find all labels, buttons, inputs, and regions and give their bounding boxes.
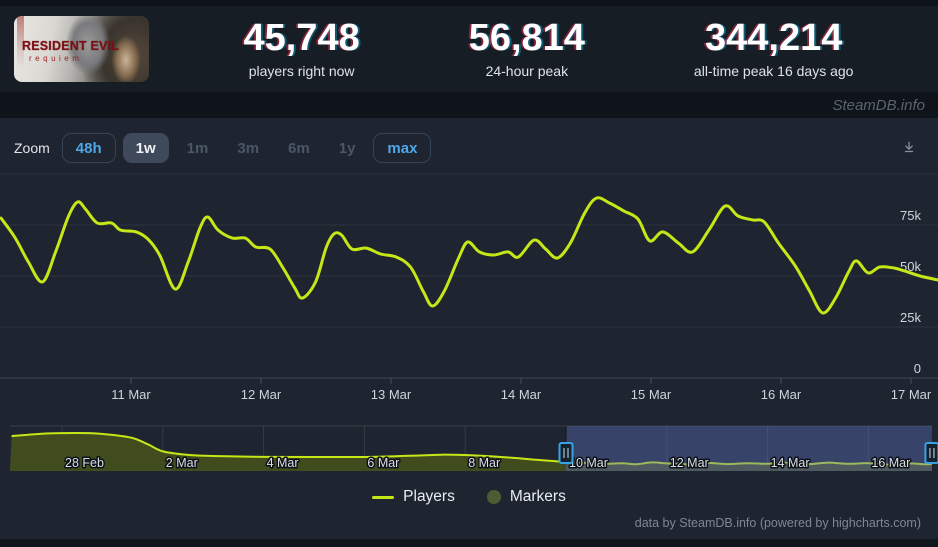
download-icon xyxy=(904,141,914,153)
x-axis-label: 17 Mar xyxy=(891,387,932,402)
x-axis-label: 11 Mar xyxy=(111,387,151,402)
navigator-area-fill xyxy=(10,433,932,471)
x-axis-label: 15 Mar xyxy=(631,387,672,402)
x-axis-label: 14 Mar xyxy=(501,387,542,402)
stat-value: 45,748 xyxy=(243,16,360,59)
players-series-line xyxy=(0,196,938,315)
x-axis-label: 12 Mar xyxy=(241,387,282,402)
chart-card: Zoom 48h 1w 1m 3m 6m 1y max 11 Mar 12 Mar… xyxy=(0,118,938,539)
navigator-handle-left[interactable] xyxy=(558,442,574,464)
stat-value: 56,814 xyxy=(468,16,585,59)
navigator-date-label: 8 Mar xyxy=(468,456,500,470)
y-axis-label: 75k xyxy=(900,208,921,223)
zoom-button-6m: 6m xyxy=(277,133,321,163)
legend-item-markers[interactable]: Markers xyxy=(486,488,566,506)
player-stats: 45,748 players right now 56,814 24-hour … xyxy=(149,16,938,80)
game-capsule-image[interactable]: RESIDENT EVIL requiem xyxy=(14,16,149,82)
stat-label: 24-hour peak xyxy=(485,63,569,80)
page-top-strip xyxy=(0,0,938,6)
navigator-date-label: 16 Mar xyxy=(871,456,910,470)
game-subtitle: requiem xyxy=(29,54,83,63)
players-line-swatch xyxy=(372,495,395,499)
game-title: RESIDENT EVIL xyxy=(22,39,120,53)
zoom-button-3m: 3m xyxy=(226,133,270,163)
app-header: RESIDENT EVIL requiem 45,748 players rig… xyxy=(0,6,938,92)
navigator-svg[interactable]: 28 Feb 2 Mar 4 Mar 6 Mar 8 Mar 10 Mar 12 Mar 14… xyxy=(0,425,938,475)
y-axis-label: 0 xyxy=(914,361,921,376)
navigator-date-label: 10 Mar xyxy=(569,456,608,470)
stat-value: 344,214 xyxy=(705,16,843,59)
main-chart-svg[interactable]: 11 Mar 12 Mar 13 Mar 14 Mar 15 Mar 16 Mar 17 M… xyxy=(0,170,938,410)
navigator-date-label: 4 Mar xyxy=(267,456,299,470)
zoom-button-max[interactable]: max xyxy=(373,133,432,163)
navigator-date-label: 12 Mar xyxy=(670,456,709,470)
x-axis-label: 13 Mar xyxy=(371,387,412,402)
download-chart-button[interactable] xyxy=(896,134,922,160)
watermark-strip: SteamDB.info xyxy=(0,92,938,118)
stat-players-now: 45,748 players right now xyxy=(243,16,360,80)
navigator-date-label: 6 Mar xyxy=(367,456,399,470)
legend-label-markers: Markers xyxy=(509,488,566,505)
x-axis-label: 16 Mar xyxy=(761,387,802,402)
page-bottom-strip xyxy=(0,539,938,547)
markers-circle-swatch xyxy=(486,490,501,504)
zoom-button-1y: 1y xyxy=(328,133,367,163)
zoom-button-1m: 1m xyxy=(176,133,220,163)
navigator-date-label: 2 Mar xyxy=(166,456,198,470)
zoom-button-48h[interactable]: 48h xyxy=(61,133,116,163)
zoom-toolbar: Zoom 48h 1w 1m 3m 6m 1y max xyxy=(14,133,432,163)
stat-24h-peak: 56,814 24-hour peak xyxy=(468,16,585,80)
legend-label-players: Players xyxy=(403,488,455,505)
zoom-label: Zoom xyxy=(14,140,50,156)
navigator-selected-range[interactable] xyxy=(566,426,932,471)
navigator-handle-right[interactable] xyxy=(924,442,938,464)
stat-alltime-peak: 344,214 all-time peak 16 days ago xyxy=(693,16,854,80)
stat-label: players right now xyxy=(248,63,355,80)
navigator-date-label: 28 Feb xyxy=(65,456,104,470)
stat-label: all-time peak 16 days ago xyxy=(693,63,854,80)
chart-credits-link[interactable]: data by SteamDB.info (powered by highcha… xyxy=(634,516,921,530)
steamdb-watermark: SteamDB.info xyxy=(832,96,925,114)
navigator-date-label: 14 Mar xyxy=(771,456,810,470)
zoom-button-1w[interactable]: 1w xyxy=(122,133,169,163)
chart-legend: Players Markers xyxy=(0,480,938,514)
y-axis-label: 25k xyxy=(900,310,921,325)
legend-item-players[interactable]: Players xyxy=(372,488,455,506)
